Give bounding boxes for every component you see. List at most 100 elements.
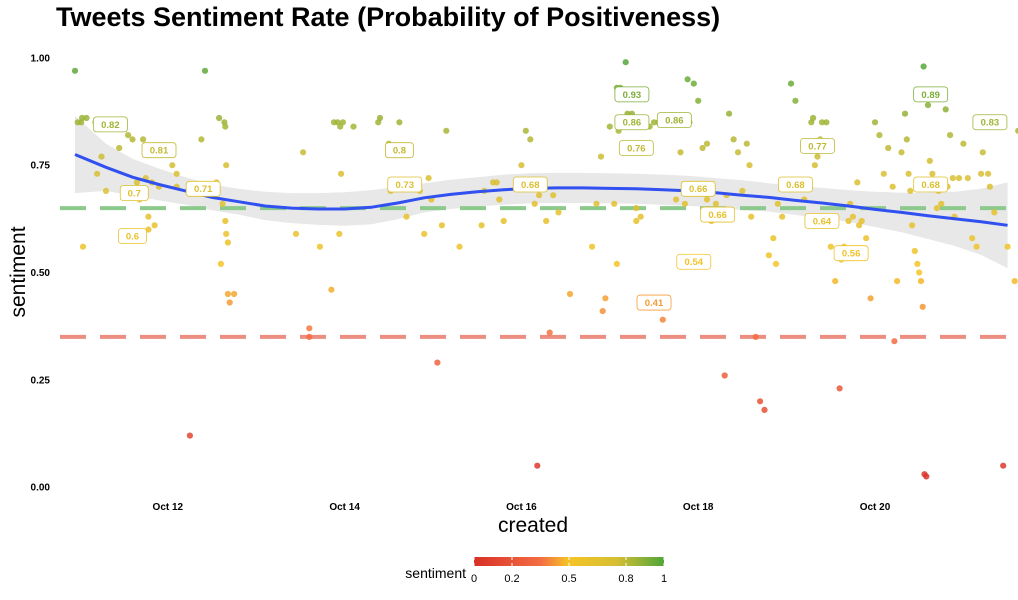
data-point xyxy=(403,213,410,220)
axis-layer: 0.00 0.25 0.50 0.75 1.00 Oct 12 Oct 14 Oct 16 Oc… xyxy=(31,53,891,513)
data-point xyxy=(814,153,821,160)
data-point xyxy=(546,329,553,336)
data-label-box xyxy=(614,86,650,103)
data-label-text: 0.86 xyxy=(665,116,684,127)
data-label-text: 0.76 xyxy=(627,143,646,154)
data-label-box xyxy=(676,253,712,270)
data-label-text: 0.6 xyxy=(126,231,139,242)
x-tick-label: Oct 20 xyxy=(860,502,891,513)
data-point xyxy=(216,114,223,122)
data-point xyxy=(917,278,925,285)
data-point xyxy=(201,67,209,74)
data-label: 0.68 xyxy=(512,176,548,193)
data-point xyxy=(219,200,226,207)
data-point xyxy=(396,119,403,126)
data-point xyxy=(602,295,609,302)
data-label-box xyxy=(92,116,128,133)
data-point xyxy=(1015,127,1018,134)
data-point xyxy=(222,123,229,130)
data-point xyxy=(880,170,887,177)
data-point xyxy=(224,239,231,246)
data-point xyxy=(969,235,976,242)
data-point xyxy=(116,144,123,152)
legend-tick-label: 0.2 xyxy=(504,573,519,585)
data-label: 0.66 xyxy=(700,206,736,223)
data-point xyxy=(907,187,914,194)
data-point xyxy=(550,192,557,199)
data-point xyxy=(986,183,994,190)
data-point xyxy=(811,162,819,169)
data-label-box xyxy=(833,245,869,262)
data-point xyxy=(527,136,534,143)
data-label-box xyxy=(800,137,835,154)
data-point xyxy=(599,308,606,315)
data-label: 0.68 xyxy=(913,176,949,193)
data-point xyxy=(942,106,949,113)
data-point xyxy=(531,200,538,207)
legend-ticks: 0 0.2 0.5 0.8 1 xyxy=(471,557,667,585)
data-point xyxy=(223,162,230,169)
data-point xyxy=(338,170,345,177)
data-point xyxy=(810,114,817,122)
data-point xyxy=(929,170,936,177)
data-label: 0.81 xyxy=(141,142,177,159)
data-point xyxy=(979,149,986,156)
data-point xyxy=(949,175,956,182)
data-point xyxy=(292,230,300,237)
data-label: 0.86 xyxy=(656,112,692,129)
data-point xyxy=(721,372,728,379)
data-point xyxy=(555,209,562,216)
data-point xyxy=(79,114,86,122)
y-tick-label: 1.00 xyxy=(31,53,51,64)
data-point xyxy=(960,140,967,147)
data-point xyxy=(730,136,737,143)
data-label: 0.89 xyxy=(913,86,949,103)
data-point xyxy=(885,144,892,152)
data-point xyxy=(145,213,152,220)
data-point xyxy=(493,179,500,186)
data-point xyxy=(924,102,932,109)
x-tick-label: Oct 16 xyxy=(506,502,537,513)
reference-lines-layer xyxy=(60,206,1012,339)
data-point xyxy=(891,338,898,345)
data-point xyxy=(222,217,229,225)
data-point xyxy=(914,260,921,267)
data-label-text: 0.89 xyxy=(921,90,940,101)
data-point xyxy=(909,222,916,229)
data-label-text: 0.56 xyxy=(842,249,861,260)
data-point xyxy=(746,162,753,169)
data-point xyxy=(226,299,233,306)
data-label-box xyxy=(618,140,654,156)
data-label-box xyxy=(700,206,736,223)
color-legend: sentiment 0 0.2 0.5 0.8 1 xyxy=(405,557,667,585)
data-point xyxy=(102,187,110,194)
data-point xyxy=(140,136,147,143)
data-point xyxy=(779,213,786,220)
data-point xyxy=(849,213,857,220)
data-point xyxy=(757,398,764,405)
data-point xyxy=(593,200,600,207)
legend-colorbar xyxy=(474,557,664,566)
y-tick-label: 0.75 xyxy=(31,161,51,172)
data-label: 0.83 xyxy=(972,114,1008,131)
data-label-text: 0.93 xyxy=(623,90,642,101)
data-point xyxy=(743,140,750,147)
data-label: 0.6 xyxy=(118,228,147,244)
data-point xyxy=(438,222,445,229)
data-label-text: 0.73 xyxy=(395,180,414,191)
data-point xyxy=(947,132,954,139)
data-point xyxy=(772,260,780,267)
data-label: 0.54 xyxy=(676,253,712,270)
data-point xyxy=(83,114,90,122)
data-point xyxy=(832,278,839,285)
data-point xyxy=(973,243,980,250)
data-point xyxy=(836,385,843,392)
data-point xyxy=(350,123,357,130)
data-point xyxy=(622,59,629,66)
data-point xyxy=(765,252,773,259)
data-point xyxy=(690,80,697,87)
data-point xyxy=(684,76,691,83)
data-point xyxy=(903,136,910,143)
data-point xyxy=(79,243,87,250)
